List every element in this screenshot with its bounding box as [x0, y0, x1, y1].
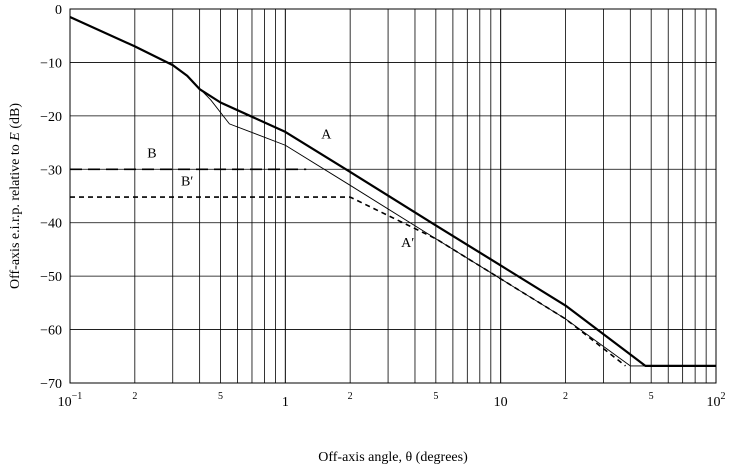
x-tick-label-major: 10−1: [58, 391, 83, 410]
x-tick-exponent: −1: [72, 391, 83, 402]
x-tick-label-minor: 5: [649, 391, 654, 402]
x-tick-label-major: 1: [282, 395, 289, 410]
x-tick-label-minor: 5: [218, 391, 223, 402]
y-tick-label: −60: [40, 324, 62, 339]
x-tick-base: 1: [282, 395, 289, 410]
y-tick-label: −40: [40, 217, 62, 232]
y-axis-label: Off-axis e.i.r.p. relative to E (dB): [8, 103, 23, 289]
series-label: B′: [181, 174, 193, 189]
x-tick-label-minor: 2: [132, 391, 137, 402]
series-line-a-prime: [186, 75, 646, 367]
x-tick-label-minor: 2: [563, 391, 568, 402]
x-axis-label: Off-axis angle, θ (degrees): [318, 450, 468, 465]
y-tick-label: −30: [40, 163, 62, 178]
x-tick-base: 10: [494, 395, 508, 410]
x-tick-base: 10: [707, 395, 721, 410]
x-tick-exponent: 2: [721, 391, 726, 402]
x-tick-base: 10: [58, 395, 72, 410]
series-label: B: [147, 147, 156, 162]
series-label: A′: [401, 236, 414, 251]
grid: [69, 8, 716, 384]
x-tick-label-major: 10: [494, 395, 508, 410]
x-tick-label-minor: 2: [348, 391, 353, 402]
y-tick-label: 0: [55, 3, 62, 18]
series-line-a: [69, 16, 716, 367]
y-axis-label-prefix: Off-axis e.i.r.p. relative to: [8, 141, 23, 289]
y-tick-label: −20: [40, 110, 62, 125]
y-axis-label-suffix: (dB): [8, 103, 23, 133]
y-axis-label-var: E: [8, 132, 23, 142]
series-line-b-prime: [70, 196, 627, 367]
y-tick-label: −70: [40, 377, 62, 392]
series-label: A: [321, 127, 332, 142]
y-tick-label: −50: [40, 270, 62, 285]
x-tick-label-major: 102: [707, 391, 726, 410]
series-layer: [69, 16, 716, 367]
x-tick-label-minor: 5: [433, 391, 438, 402]
series-labels: A A′ B B′: [147, 127, 414, 250]
y-tick-label: −10: [40, 56, 62, 71]
plot-frame: [69, 8, 717, 384]
